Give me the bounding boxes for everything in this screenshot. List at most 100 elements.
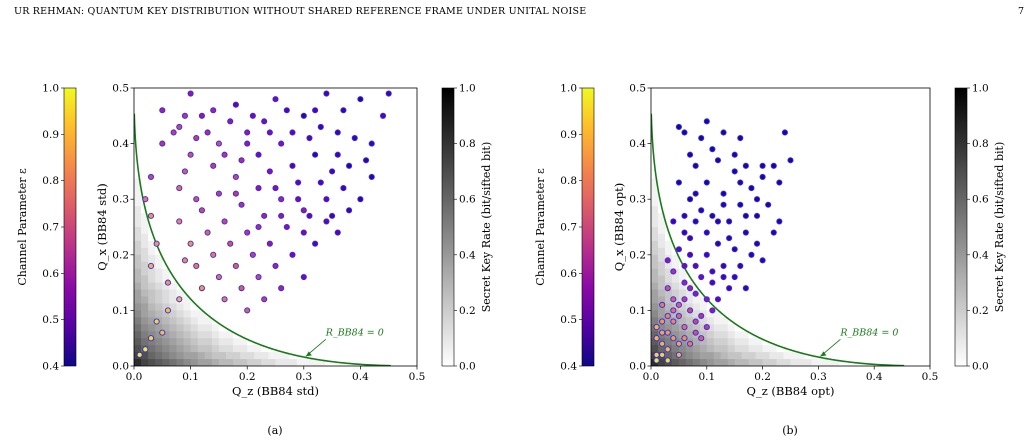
scatter-point xyxy=(159,329,166,336)
scatter-point xyxy=(670,335,677,342)
scatter-point xyxy=(687,251,694,258)
scatter-point xyxy=(675,179,682,186)
scatter-point xyxy=(714,296,722,303)
colorbar-tick-label: 0.9 xyxy=(560,129,577,141)
scatter-point xyxy=(664,257,671,264)
annotation-arrowhead xyxy=(820,351,827,357)
scatter-point xyxy=(317,123,324,130)
scatter-point xyxy=(255,223,262,231)
scatter-point xyxy=(692,329,699,336)
scatter-point xyxy=(198,285,205,292)
colorbar-tick-label: 0.8 xyxy=(972,138,989,150)
colorbar-tick-label: 0.9 xyxy=(42,129,59,141)
colorbar-tick-label: 1.0 xyxy=(972,83,989,95)
scatter-point xyxy=(306,134,313,142)
scatter-point xyxy=(681,212,688,219)
scatter-point xyxy=(300,229,307,236)
scatter-point xyxy=(714,157,722,164)
curve-annotation: R_BB84 = 0 xyxy=(820,327,898,357)
scatter-point xyxy=(227,118,234,125)
scatter-points xyxy=(136,90,392,358)
scatter-point xyxy=(742,285,749,292)
scatter-point xyxy=(726,235,733,242)
x-tick-label: 0.1 xyxy=(698,371,715,383)
scatter-point xyxy=(266,168,273,175)
scatter-point xyxy=(153,318,160,325)
scatter-point xyxy=(329,168,336,175)
scatter-point xyxy=(709,268,716,275)
scatter-point xyxy=(653,335,660,342)
scatter-point xyxy=(232,262,239,269)
scatter-point xyxy=(703,296,710,303)
scatter-point xyxy=(737,179,744,186)
colorbar-tick-label: 0.4 xyxy=(459,249,476,261)
scatter-point xyxy=(653,324,660,331)
x-tick-label: 0.3 xyxy=(810,371,827,383)
scatter-point xyxy=(368,140,375,147)
scatter-point xyxy=(221,218,228,225)
key-rate-colorbar-label: Secret Key Rate (bit/sifted bit) xyxy=(993,142,1006,313)
scatter-point xyxy=(283,223,290,231)
x-axis-label: Q_z (BB84 opt) xyxy=(747,384,835,398)
scatter-point xyxy=(164,279,172,286)
scatter-point xyxy=(232,101,239,108)
scatter-point xyxy=(709,146,716,153)
scatter-point xyxy=(198,112,205,119)
scatter-point xyxy=(664,312,671,320)
scatter-point xyxy=(221,296,228,303)
scatter-point xyxy=(720,201,727,208)
epsilon-colorbar-bar xyxy=(581,87,595,367)
scatter-point xyxy=(244,129,251,136)
scatter-point xyxy=(692,262,699,269)
colorbar-tick-label: 0.0 xyxy=(972,361,989,373)
scatter-point xyxy=(653,357,660,364)
x-tick-label: 0.0 xyxy=(643,371,660,383)
x-tick-label: 0.2 xyxy=(239,371,256,383)
scatter-point xyxy=(181,168,188,175)
subfigure-caption: (a) xyxy=(267,424,282,437)
scatter-point xyxy=(136,351,143,358)
scatter-point xyxy=(759,257,766,264)
scatter-point xyxy=(664,285,671,292)
scatter-point xyxy=(176,218,183,225)
scatter-point xyxy=(198,207,205,214)
scatter-point xyxy=(703,251,710,258)
scatter-point xyxy=(742,229,749,236)
scatter-point xyxy=(714,218,722,225)
scatter-point xyxy=(720,273,727,281)
scatter-point xyxy=(238,157,245,164)
scatter-point xyxy=(142,346,149,353)
scatter-point xyxy=(204,229,211,236)
scatter-point xyxy=(323,218,330,225)
scatter-point xyxy=(249,251,256,258)
epsilon-colorbar-label: Channel Parameter ε xyxy=(16,168,29,286)
scatter-point xyxy=(687,196,694,203)
y-axis-label: Q_x (BB84 std) xyxy=(95,183,109,270)
scatter-point xyxy=(278,140,285,147)
scatter-point xyxy=(659,340,666,347)
scatter-point xyxy=(289,162,296,169)
scatter-point xyxy=(272,185,279,192)
scatter-point xyxy=(776,179,783,186)
scatter-point xyxy=(687,285,694,292)
scatter-point xyxy=(227,240,234,247)
scatter-point xyxy=(295,196,302,203)
scatter-point xyxy=(731,151,738,158)
colorbar-tick-label: 0.8 xyxy=(560,175,577,187)
scatter-point xyxy=(215,140,222,147)
scatter-point xyxy=(720,262,727,269)
subfigure-caption: (b) xyxy=(782,424,798,437)
scatter-point xyxy=(357,96,364,103)
scatter-point xyxy=(770,229,777,236)
colorbar-tick-label: 0.4 xyxy=(560,361,577,373)
scatter-point xyxy=(748,185,755,192)
scatter-point xyxy=(698,207,705,214)
scatter-point xyxy=(176,296,183,303)
scatter-point xyxy=(261,118,268,125)
scatter-point xyxy=(675,246,682,253)
scatter-point xyxy=(329,212,336,219)
scatter-point xyxy=(215,273,222,281)
curve-label: R_BB84 = 0 xyxy=(325,327,384,338)
scatter-point xyxy=(753,212,761,219)
scatter-point xyxy=(379,112,387,119)
